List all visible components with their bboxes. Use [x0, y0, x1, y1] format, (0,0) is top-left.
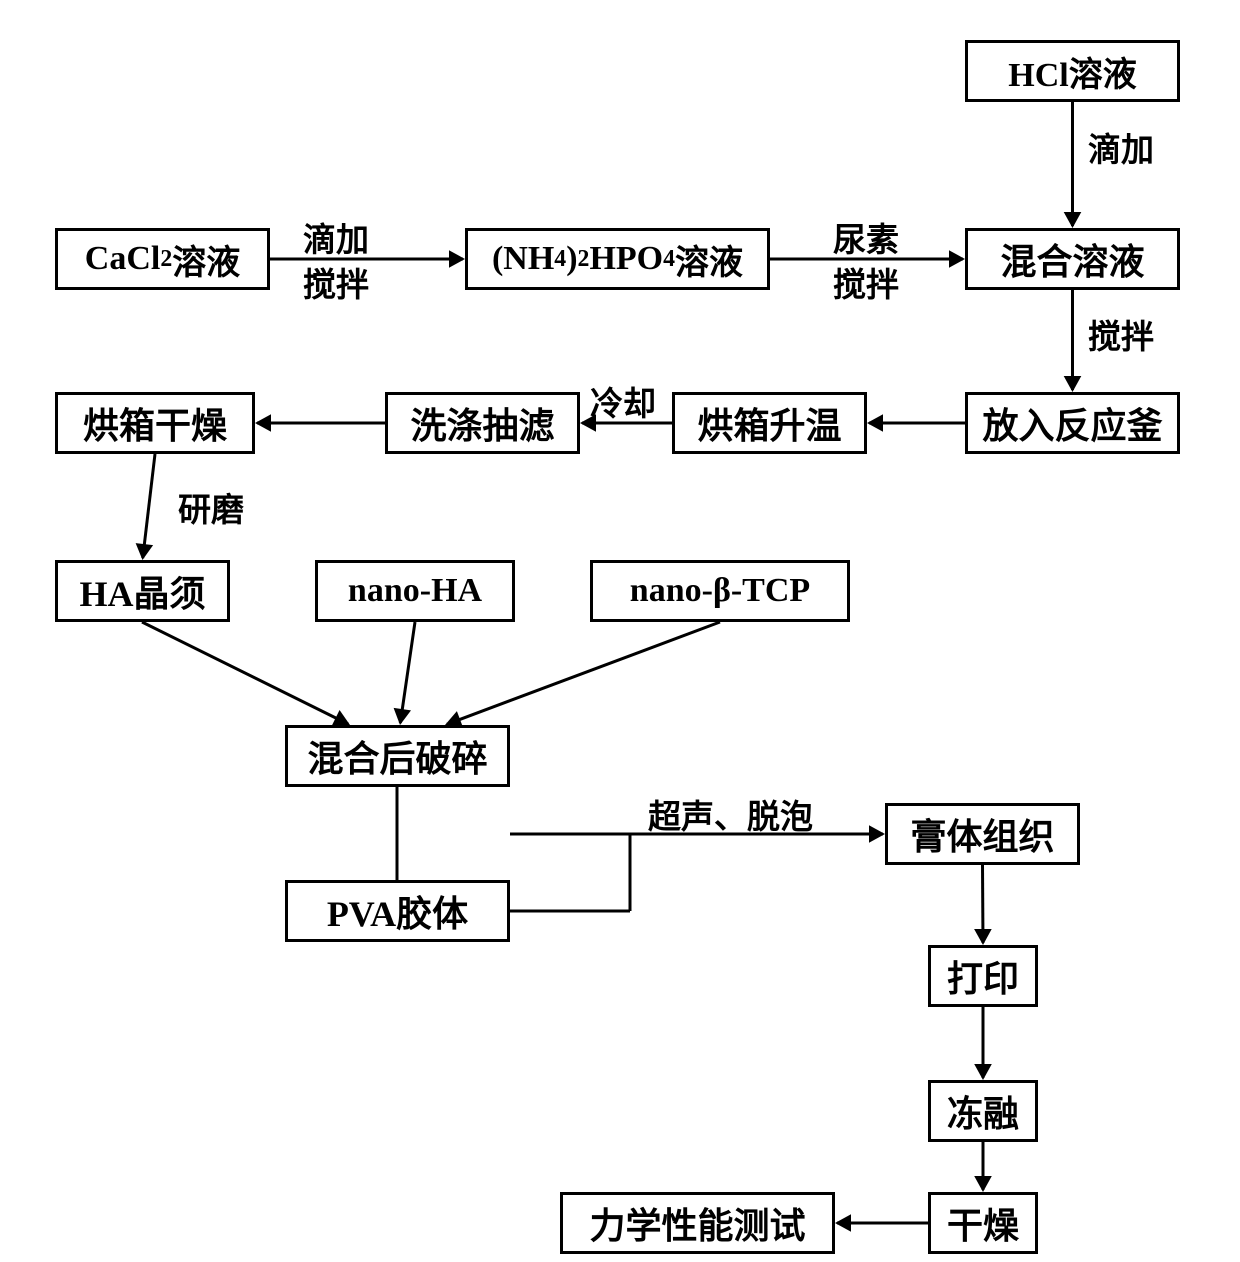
edge-layer	[0, 0, 1240, 1262]
node-nanoha: nano-HA	[315, 560, 515, 622]
node-mechtest: 力学性能测试	[560, 1192, 835, 1254]
node-mix: 混合溶液	[965, 228, 1180, 290]
node-paste: 膏体组织	[885, 803, 1080, 865]
node-cacl2: CaCl2溶液	[55, 228, 270, 290]
node-print: 打印	[928, 945, 1038, 1007]
node-reactor: 放入反应釜	[965, 392, 1180, 454]
node-oven_dry: 烘箱干燥	[55, 392, 255, 454]
node-dry: 干燥	[928, 1192, 1038, 1254]
node-mixcrush: 混合后破碎	[285, 725, 510, 787]
node-freeze: 冻融	[928, 1080, 1038, 1142]
node-pva: PVA胶体	[285, 880, 510, 942]
node-nh4: (NH4)2HPO4溶液	[465, 228, 770, 290]
edge-label-grind: 研磨	[178, 483, 244, 531]
edge-label-stir3: 搅拌	[1088, 310, 1154, 358]
edge-label-ultra: 超声、脱泡	[648, 790, 813, 838]
node-oven_up: 烘箱升温	[672, 392, 867, 454]
flowchart-canvas: HCl溶液 CaCl2溶液 (NH4)2HPO4溶液 混合溶液放入反应釜 烘箱升温 洗涤抽…	[0, 0, 1240, 1262]
edge-label-urea_b: 搅拌	[833, 258, 899, 306]
edge-label-drip1: 滴加	[1088, 123, 1154, 171]
node-nanotcp: nano-β-TCP	[590, 560, 850, 622]
edge-label-cool: 冷却	[590, 377, 656, 425]
node-ha_w: HA晶须	[55, 560, 230, 622]
edge-label-drip2a: 滴加	[303, 213, 369, 261]
edge-label-drip2b: 搅拌	[303, 258, 369, 306]
node-hcl: HCl溶液	[965, 40, 1180, 102]
edge-label-urea_a: 尿素	[833, 213, 899, 261]
node-wash: 洗涤抽滤	[385, 392, 580, 454]
